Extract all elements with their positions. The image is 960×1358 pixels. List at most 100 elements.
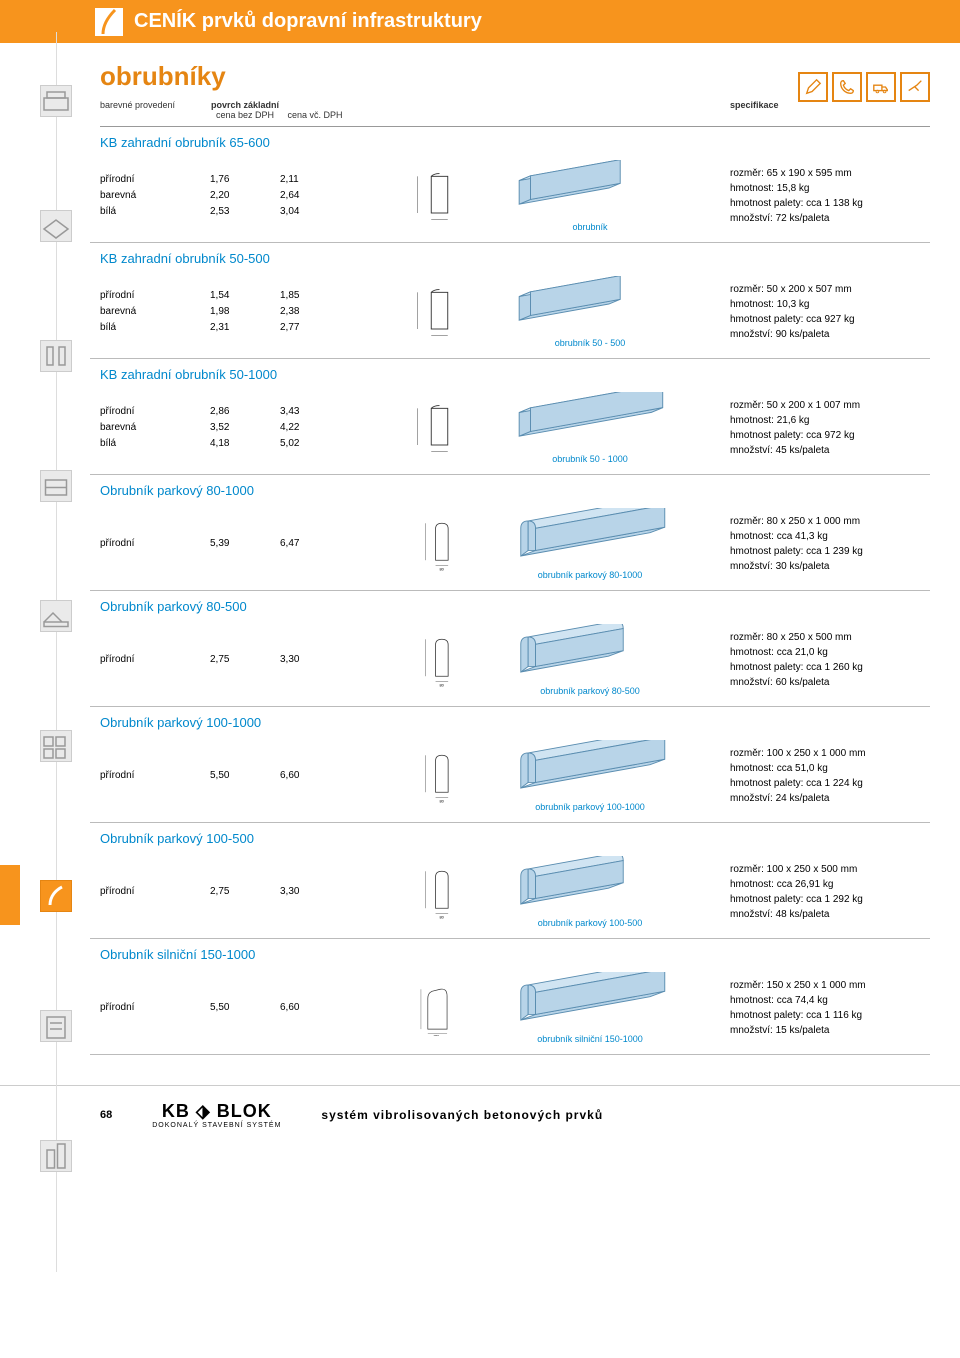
diagram-area: 150 obrubník silniční 150-1000: [350, 972, 730, 1044]
section-title: KB zahradní obrubník 50-1000: [100, 367, 930, 382]
rail-icon-1: [40, 85, 72, 117]
variant-list: přírodní: [100, 884, 210, 900]
price-with-vat: 6,47: [280, 536, 350, 552]
isometric-view: [505, 740, 675, 800]
diagram-area: obrubník 50 - 1000: [350, 392, 730, 464]
page-number: 68: [100, 1109, 112, 1121]
technical-drawing: [405, 169, 485, 224]
section-title: Obrubník parkový 80-500: [100, 599, 930, 614]
price-with-vat: 3,30: [280, 884, 350, 900]
svg-text:80: 80: [440, 914, 445, 919]
svg-text:80: 80: [440, 682, 445, 687]
variant-list: přírodní: [100, 652, 210, 668]
product-section: KB zahradní obrubník 50-1000 přírodníbar…: [90, 359, 930, 475]
price-no-vat: 1,762,202,53: [210, 172, 280, 220]
section-title: Obrubník parkový 100-1000: [100, 715, 930, 730]
rail-icon-7-active: [40, 880, 72, 912]
section-title: KB zahradní obrubník 65-600: [100, 135, 930, 150]
variant-list: přírodníbarevnábílá: [100, 288, 210, 336]
iso-label: obrubník parkový 100-500: [505, 918, 675, 928]
variant-list: přírodní: [100, 536, 210, 552]
iso-label: obrubník silniční 150-1000: [505, 1034, 675, 1044]
truck-icon: [866, 72, 896, 102]
section-title: Obrubník parkový 80-1000: [100, 483, 930, 498]
price-no-vat: 2,863,524,18: [210, 404, 280, 452]
product-section: Obrubník parkový 80-1000 přírodní 5,39 6…: [90, 475, 930, 591]
spec-list: rozměr: 100 x 250 x 500 mmhmotnost: cca …: [730, 862, 930, 922]
price-no-vat: 5,39: [210, 536, 280, 552]
footer: 68 KB ⬗ BLOK DOKONALÝ STAVEBNÍ SYSTÉM sy…: [0, 1085, 960, 1154]
diagram-area: obrubník 50 - 500: [350, 276, 730, 348]
diagram-area: 80 obrubník parkový 100-500: [350, 856, 730, 928]
column-headers: barevné provedení povrch základní cena b…: [100, 100, 930, 127]
svg-text:80: 80: [440, 566, 445, 571]
trowel-icon: [900, 72, 930, 102]
price-with-vat: 1,852,382,77: [280, 288, 350, 336]
price-no-vat: 2,75: [210, 652, 280, 668]
price-no-vat: 5,50: [210, 768, 280, 784]
section-title: Obrubník parkový 100-500: [100, 831, 930, 846]
spec-list: rozměr: 150 x 250 x 1 000 mmhmotnost: cc…: [730, 978, 930, 1038]
price-with-vat: 2,112,643,04: [280, 172, 350, 220]
variant-list: přírodníbarevnábílá: [100, 404, 210, 452]
technical-drawing: 80: [405, 633, 485, 688]
price-no-vat: 5,50: [210, 1000, 280, 1016]
footer-text: systém vibrolisovaných betonových prvků: [321, 1108, 603, 1122]
variant-list: přírodní: [100, 768, 210, 784]
spec-list: rozměr: 80 x 250 x 500 mmhmotnost: cca 2…: [730, 630, 930, 690]
diagram-area: 80 obrubník parkový 80-500: [350, 624, 730, 696]
col-price-vat: cena vč. DPH: [280, 100, 350, 120]
variant-list: přírodníbarevnábílá: [100, 172, 210, 220]
header-road-icon: [95, 8, 123, 36]
rail-orange-strip: [0, 865, 20, 925]
price-with-vat: 3,434,225,02: [280, 404, 350, 452]
rail-icon-9: [40, 1140, 72, 1172]
spec-list: rozměr: 80 x 250 x 1 000 mmhmotnost: cca…: [730, 514, 930, 574]
diagram-area: obrubník: [350, 160, 730, 232]
technical-drawing: 80: [405, 749, 485, 804]
price-no-vat: 1,541,982,31: [210, 288, 280, 336]
iso-view-wrap: obrubník parkový 100-1000: [505, 740, 675, 812]
col-spec: specifikace: [730, 100, 930, 120]
header-bar: CENÍK prvků dopravní infrastruktury: [0, 0, 960, 43]
header-title: CENÍK prvků dopravní infrastruktury: [134, 10, 482, 33]
iso-view-wrap: obrubník parkový 80-500: [505, 624, 675, 696]
rail-icon-2: [40, 210, 72, 242]
svg-text:80: 80: [440, 798, 445, 803]
iso-label: obrubník: [505, 222, 675, 232]
isometric-view: [505, 972, 675, 1032]
spec-list: rozměr: 65 x 190 x 595 mmhmotnost: 15,8 …: [730, 166, 930, 226]
product-section: Obrubník parkový 100-1000 přírodní 5,50 …: [90, 707, 930, 823]
price-no-vat: 2,75: [210, 884, 280, 900]
iso-label: obrubník 50 - 500: [505, 338, 675, 348]
isometric-view: [505, 160, 675, 220]
product-section: Obrubník silniční 150-1000 přírodní 5,50…: [90, 939, 930, 1055]
technical-drawing: 80: [405, 517, 485, 572]
isometric-view: [505, 508, 675, 568]
iso-view-wrap: obrubník 50 - 1000: [505, 392, 675, 464]
rail-icon-5: [40, 600, 72, 632]
section-title: KB zahradní obrubník 50-500: [100, 251, 930, 266]
product-section: Obrubník parkový 80-500 přírodní 2,75 3,…: [90, 591, 930, 707]
price-with-vat: 6,60: [280, 768, 350, 784]
iso-label: obrubník 50 - 1000: [505, 454, 675, 464]
col-price-group: povrch základní cena bez DPH: [210, 100, 280, 120]
iso-label: obrubník parkový 80-500: [505, 686, 675, 696]
variant-list: přírodní: [100, 1000, 210, 1016]
rail-icon-6: [40, 730, 72, 762]
iso-label: obrubník parkový 100-1000: [505, 802, 675, 812]
section-title: Obrubník silniční 150-1000: [100, 947, 930, 962]
isometric-view: [505, 856, 675, 916]
technical-drawing: [405, 401, 485, 456]
product-section: KB zahradní obrubník 50-500 přírodníbare…: [90, 243, 930, 359]
price-with-vat: 3,30: [280, 652, 350, 668]
spec-list: rozměr: 100 x 250 x 1 000 mmhmotnost: cc…: [730, 746, 930, 806]
corner-icons: [798, 72, 930, 102]
product-section: Obrubník parkový 100-500 přírodní 2,75 3…: [90, 823, 930, 939]
spec-list: rozměr: 50 x 200 x 1 007 mmhmotnost: 21,…: [730, 398, 930, 458]
phone-icon: [832, 72, 862, 102]
iso-view-wrap: obrubník parkový 100-500: [505, 856, 675, 928]
left-rail: [0, 0, 80, 1154]
diagram-area: 80 obrubník parkový 100-1000: [350, 740, 730, 812]
iso-label: obrubník parkový 80-1000: [505, 570, 675, 580]
